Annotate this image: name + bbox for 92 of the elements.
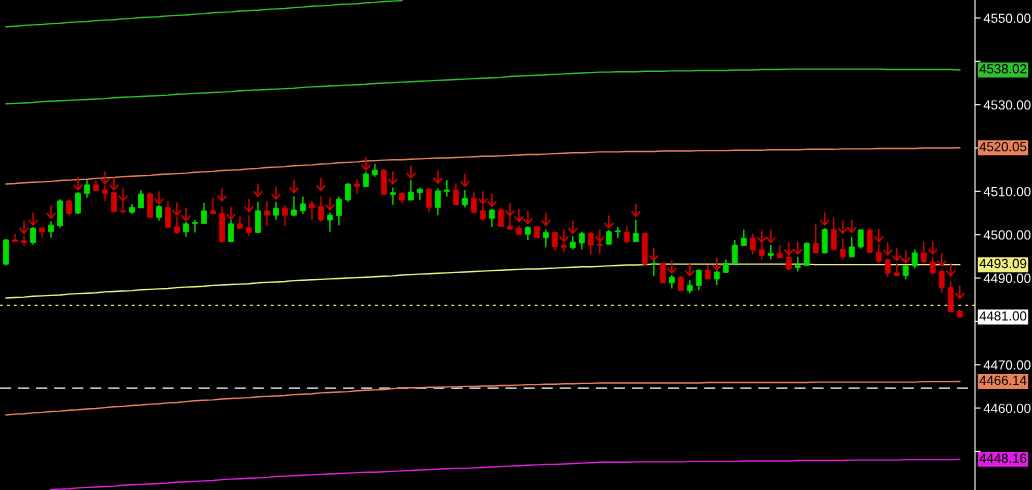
candlestick xyxy=(228,219,234,243)
point xyxy=(513,208,524,223)
data-label: 4538.02 xyxy=(979,64,1027,74)
line-series xyxy=(5,68,961,105)
point xyxy=(882,241,893,256)
candlestick xyxy=(920,240,927,263)
candlestick xyxy=(246,214,252,237)
candlestick xyxy=(21,235,27,247)
candlestick xyxy=(390,186,396,206)
point xyxy=(72,176,84,191)
candlestick xyxy=(408,179,414,201)
point xyxy=(225,206,237,221)
point xyxy=(567,219,578,234)
candlestick xyxy=(291,195,297,216)
point xyxy=(270,185,282,200)
point xyxy=(666,259,677,274)
point xyxy=(522,210,533,225)
candlestick xyxy=(857,228,864,250)
point xyxy=(711,256,722,271)
candlestick xyxy=(210,196,216,215)
point xyxy=(180,207,192,222)
point xyxy=(792,240,803,255)
data-label: 4448.16 xyxy=(979,453,1027,463)
point xyxy=(540,212,551,227)
candlestick xyxy=(264,200,270,227)
point xyxy=(252,183,264,198)
point xyxy=(432,169,444,184)
candlestick xyxy=(318,195,324,223)
candlestick xyxy=(821,227,828,255)
point xyxy=(288,179,300,194)
point xyxy=(360,156,372,171)
point xyxy=(846,219,857,234)
y-tick-label: 4470.00 xyxy=(983,360,1031,370)
y-tick-label: 4510.00 xyxy=(983,186,1031,197)
point xyxy=(405,164,417,179)
point xyxy=(243,198,255,213)
candlestick xyxy=(345,182,351,203)
data-label: 4466.14 xyxy=(979,375,1027,386)
candlestick xyxy=(434,187,441,216)
line-series xyxy=(5,380,961,416)
point xyxy=(684,262,695,277)
text: 4481.00 xyxy=(979,311,1027,321)
line-series xyxy=(50,458,961,490)
candlestick xyxy=(327,211,333,233)
candlestick xyxy=(731,239,738,265)
line-series xyxy=(5,147,961,185)
candlestick xyxy=(416,186,423,201)
point xyxy=(216,187,228,202)
y-tick-label: 4490.00 xyxy=(983,273,1031,283)
point xyxy=(819,211,830,226)
point xyxy=(387,170,399,185)
candlestick xyxy=(830,216,837,251)
candlestick xyxy=(273,201,279,221)
line-series xyxy=(5,0,403,28)
point xyxy=(486,193,498,208)
candlestick xyxy=(309,200,315,221)
point xyxy=(27,211,39,226)
y-tick-label: 4530.00 xyxy=(983,100,1031,110)
point xyxy=(315,176,327,192)
point xyxy=(459,173,471,188)
candlestick xyxy=(425,187,432,214)
candlestick xyxy=(39,226,45,239)
y-tick-label: 4550.00 xyxy=(983,13,1031,23)
point xyxy=(603,214,614,229)
point xyxy=(324,196,336,211)
data-label: 4493.09 xyxy=(979,258,1027,269)
candlestick xyxy=(201,201,207,225)
candlestick xyxy=(354,178,360,195)
candlestick xyxy=(695,268,702,291)
point xyxy=(837,219,848,234)
point xyxy=(945,262,956,277)
candlestick xyxy=(812,222,819,254)
candlestick xyxy=(614,226,621,239)
point xyxy=(153,190,165,205)
candlestick xyxy=(632,219,639,243)
candlestick xyxy=(336,195,342,226)
point xyxy=(954,284,965,299)
data-label: 4520.05 xyxy=(979,142,1027,152)
candlestick xyxy=(443,179,450,198)
y-tick-label: 4500.00 xyxy=(983,230,1031,240)
candlestick xyxy=(452,182,459,206)
candlestick xyxy=(911,248,918,270)
point xyxy=(45,204,57,219)
y-tick-label: 4460.00 xyxy=(983,403,1031,413)
candlestick xyxy=(12,233,18,243)
candlestick xyxy=(282,204,288,227)
candlestick xyxy=(192,219,198,234)
candlestick xyxy=(255,201,261,234)
point xyxy=(648,247,659,262)
candlestick xyxy=(839,237,846,261)
candlestick xyxy=(875,243,882,265)
point xyxy=(900,249,911,264)
